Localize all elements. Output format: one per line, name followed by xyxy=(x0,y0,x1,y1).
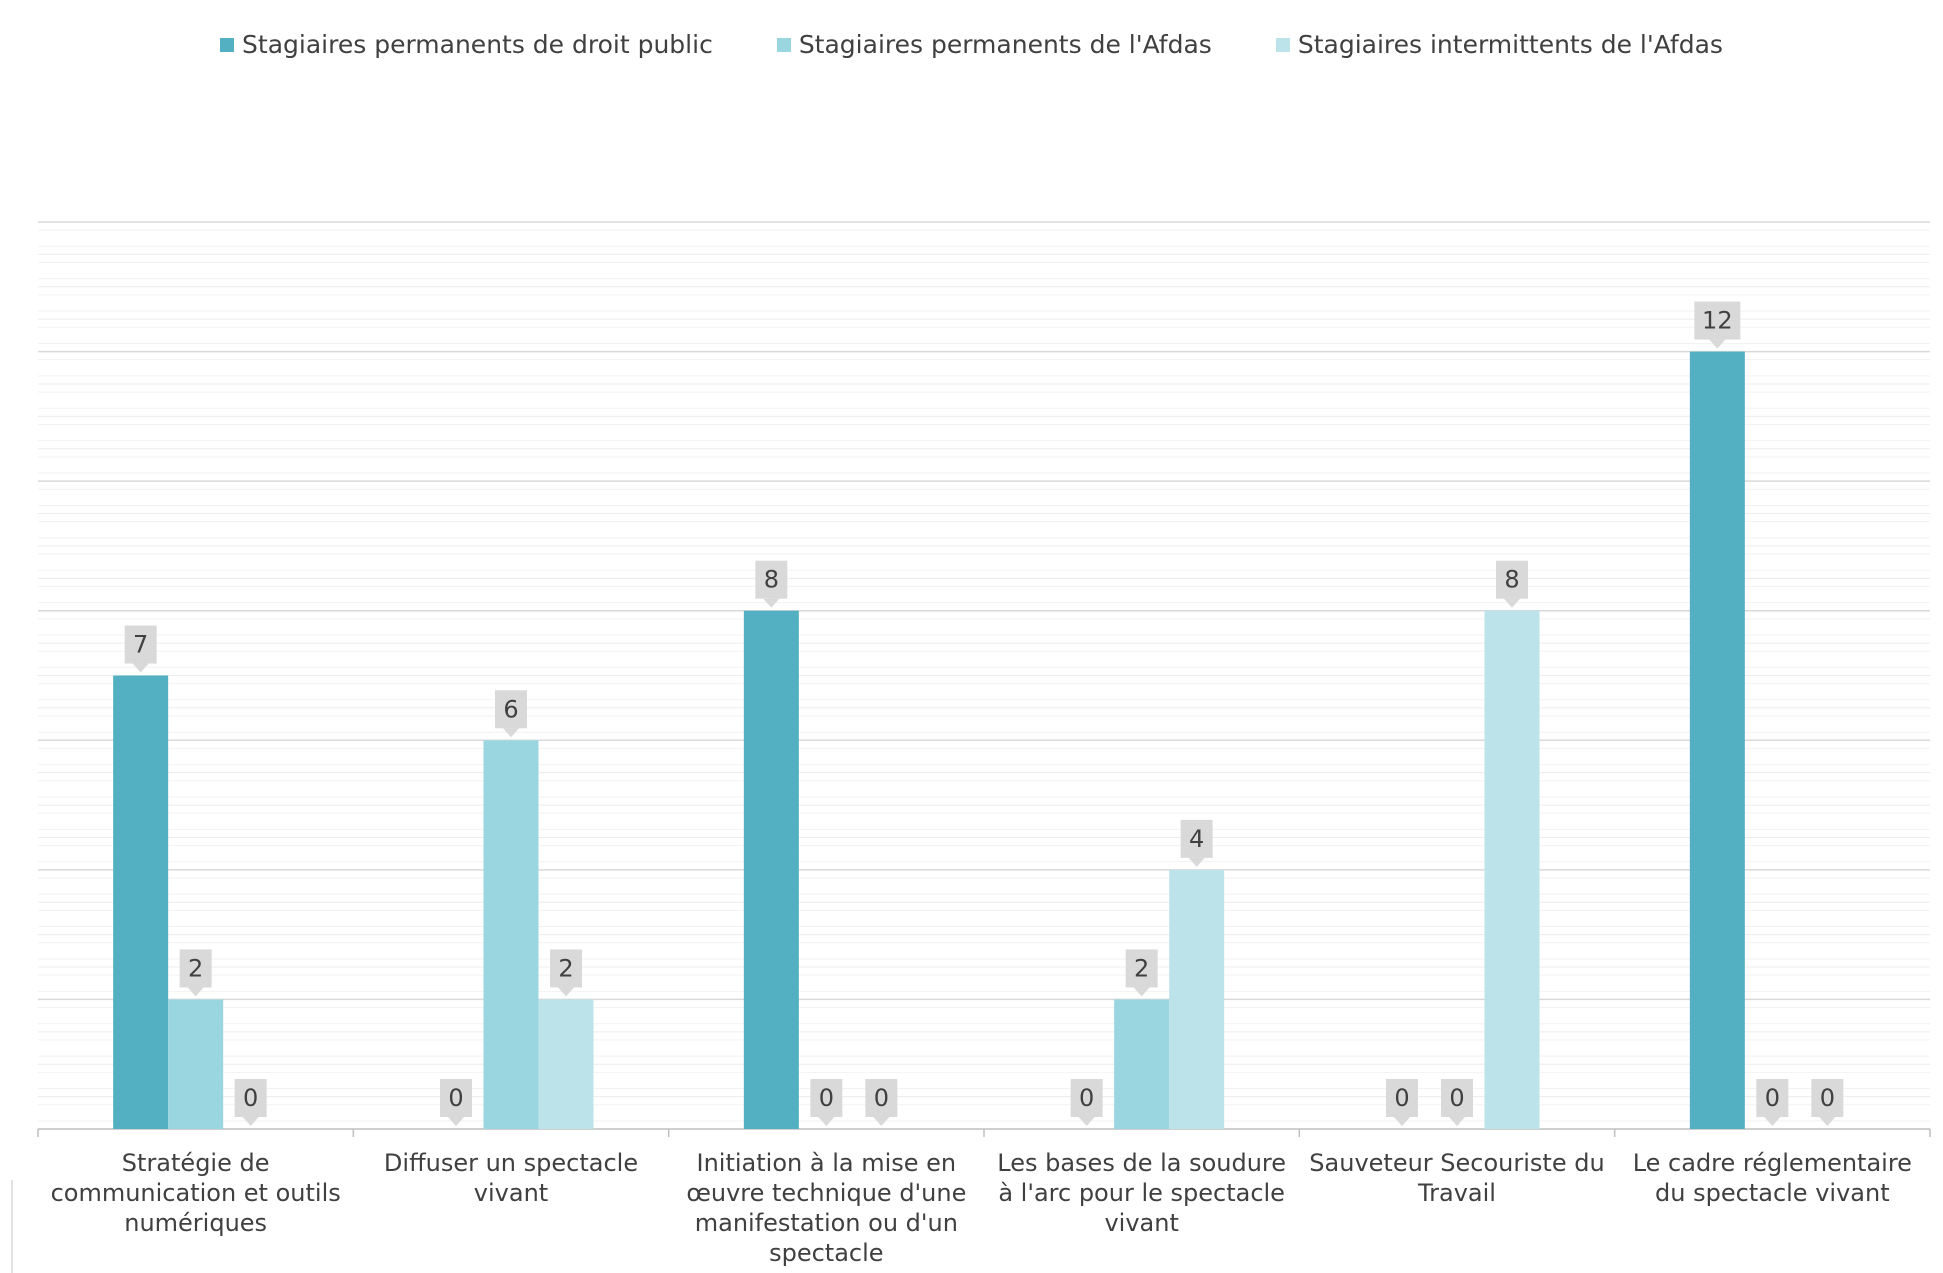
legend-swatch xyxy=(220,37,235,52)
bar xyxy=(113,675,169,1129)
legend-item-droit-public: Stagiaires permanents de droit public xyxy=(220,30,713,59)
data-label-pointer xyxy=(1449,1117,1465,1126)
data-label-box xyxy=(440,1079,472,1117)
data-label: 0 xyxy=(1449,1084,1464,1112)
data-label: 0 xyxy=(1765,1084,1780,1112)
data-label-pointer xyxy=(503,728,519,738)
data-label-pointer xyxy=(1709,339,1726,349)
data-label-box xyxy=(1756,1079,1789,1117)
data-label-pointer xyxy=(1504,598,1520,608)
data-label-box xyxy=(755,560,788,599)
data-label-pointer xyxy=(558,987,574,997)
category-label: Diffuser un spectacle vivant xyxy=(383,1149,639,1207)
data-label: 2 xyxy=(188,954,203,982)
data-label: 0 xyxy=(243,1084,258,1112)
data-label-box xyxy=(865,1079,898,1117)
data-label-box xyxy=(1386,1079,1418,1117)
bar xyxy=(1114,999,1170,1129)
category-label: Les bases de la soudure à l'arc pour le … xyxy=(997,1149,1287,1237)
data-label-pointer xyxy=(1764,1117,1781,1126)
data-label-pointer xyxy=(873,1117,890,1126)
data-label-pointer xyxy=(448,1117,464,1126)
data-label: 4 xyxy=(1189,825,1204,853)
data-label: 6 xyxy=(503,695,518,723)
data-label-pointer xyxy=(1188,857,1205,867)
bar xyxy=(168,999,224,1129)
legend-label: Stagiaires intermittents de l'Afdas xyxy=(1297,30,1723,59)
data-label: 0 xyxy=(448,1084,463,1112)
data-label-pointer xyxy=(1078,1117,1095,1126)
category-label: Sauveteur Secouriste du Travail xyxy=(1309,1149,1605,1207)
category-label: Stratégie de communication et outils num… xyxy=(50,1149,341,1237)
data-label-box xyxy=(1694,301,1741,340)
legend-label: Stagiaires permanents de l'Afdas xyxy=(798,30,1212,59)
bar xyxy=(538,999,594,1129)
legend-item-permanents-afdas: Stagiaires permanents de l'Afdas xyxy=(776,30,1212,59)
data-label-box xyxy=(179,949,212,988)
data-label-box xyxy=(1070,1079,1103,1117)
bar xyxy=(483,740,539,1129)
data-label-box xyxy=(810,1079,843,1117)
data-label: 8 xyxy=(1504,566,1519,594)
data-label-box xyxy=(495,690,527,729)
data-label: 0 xyxy=(1079,1084,1094,1112)
chart-legend: Stagiaires permanents de droit public St… xyxy=(0,30,1943,59)
data-label: 7 xyxy=(133,631,148,659)
bar xyxy=(1484,610,1540,1129)
data-label: 2 xyxy=(558,954,573,982)
data-label-pointer xyxy=(187,987,204,997)
data-label-box xyxy=(1811,1079,1844,1117)
data-label: 0 xyxy=(819,1084,834,1112)
bar xyxy=(1169,869,1225,1129)
category-label: Initiation à la mise en œuvre technique … xyxy=(686,1149,967,1267)
data-label-box xyxy=(234,1079,267,1117)
data-label-box xyxy=(1441,1079,1473,1117)
data-label: 0 xyxy=(874,1084,889,1112)
legend-swatch xyxy=(776,37,791,52)
category-label: Le cadre réglementaire du spectacle viva… xyxy=(1632,1149,1912,1207)
data-label-pointer xyxy=(763,598,780,608)
data-label-box xyxy=(1125,949,1158,988)
data-label-pointer xyxy=(1133,987,1150,997)
data-label-box xyxy=(1496,560,1528,599)
legend-item-intermittents-afdas: Stagiaires intermittents de l'Afdas xyxy=(1275,30,1723,59)
data-label-pointer xyxy=(818,1117,835,1126)
data-label: 2 xyxy=(1134,954,1149,982)
data-label-box xyxy=(1180,819,1213,858)
data-label: 12 xyxy=(1702,307,1733,335)
legend-swatch xyxy=(1275,37,1290,52)
legend-label: Stagiaires permanents de droit public xyxy=(242,30,713,59)
data-label-pointer xyxy=(242,1117,259,1126)
data-label: 0 xyxy=(1394,1084,1409,1112)
data-label-pointer xyxy=(132,663,149,673)
bar xyxy=(1689,351,1745,1130)
data-label-pointer xyxy=(1394,1117,1410,1126)
bar xyxy=(743,610,799,1129)
data-label-box xyxy=(124,625,157,664)
data-label: 0 xyxy=(1820,1084,1835,1112)
data-label-pointer xyxy=(1819,1117,1836,1126)
data-label: 8 xyxy=(764,566,779,594)
data-label-box xyxy=(550,949,582,988)
